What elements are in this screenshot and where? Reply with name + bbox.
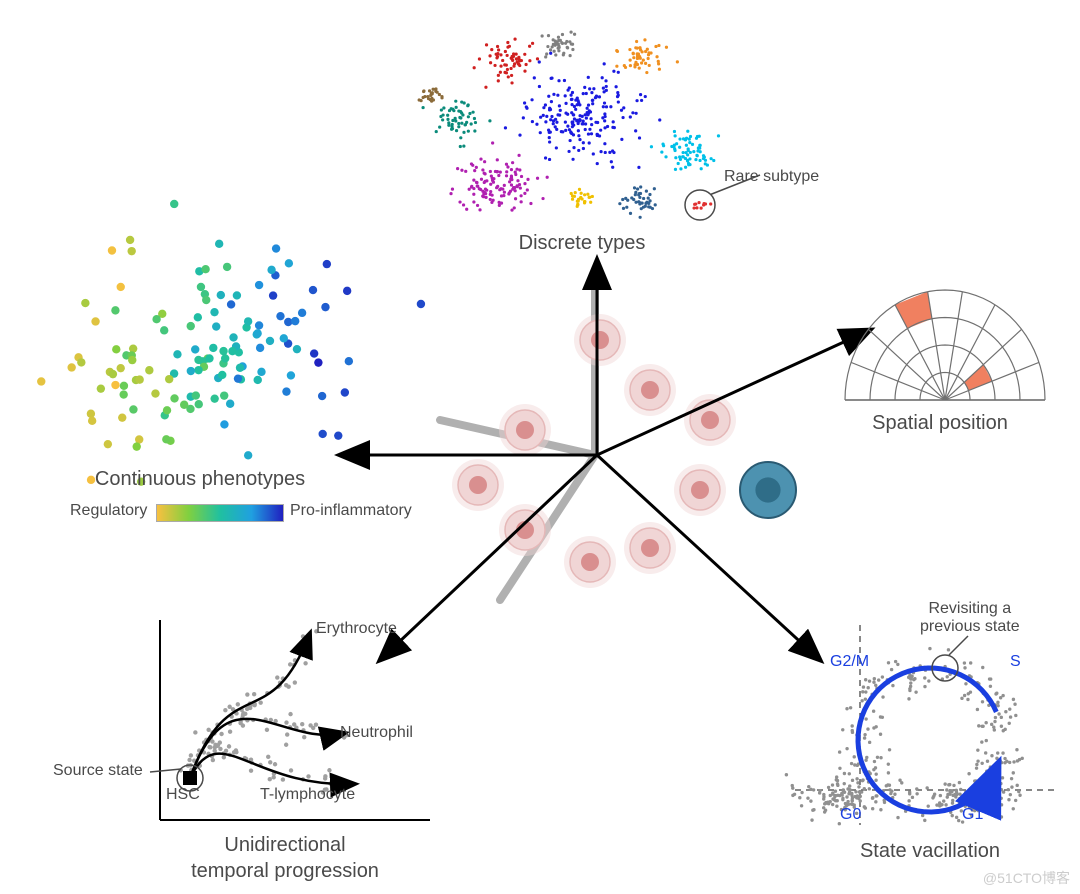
regulatory-label: Regulatory bbox=[70, 502, 147, 520]
spatial-position-label: Spatial position bbox=[850, 410, 1030, 436]
continuous-phenotypes-plot bbox=[37, 200, 425, 486]
center-diagram bbox=[0, 0, 1080, 894]
neutrophil-label: Neutrophil bbox=[340, 724, 413, 742]
source-state-label: Source state bbox=[53, 762, 143, 780]
erythrocyte-label: Erythrocyte bbox=[316, 620, 397, 638]
state-vacillation-label: State vacillation bbox=[830, 838, 1030, 864]
rare-subtype-label: Rare subtype bbox=[724, 168, 819, 186]
continuous-phenotypes-label: Continuous phenotypes bbox=[70, 466, 330, 492]
discrete-types-plot bbox=[418, 31, 721, 219]
g2m-label: G2/M bbox=[830, 653, 869, 671]
tlymphocyte-label: T-lymphocyte bbox=[260, 786, 355, 804]
discrete-types-label: Discrete types bbox=[482, 230, 682, 256]
watermark: @51CTO博客 bbox=[983, 868, 1070, 888]
revisiting-label: Revisiting a previous state bbox=[920, 600, 1020, 636]
s-label: S bbox=[1010, 653, 1021, 671]
spatial-position-plot bbox=[845, 290, 1045, 400]
g0-label: G0 bbox=[840, 806, 861, 824]
hsc-label: HSC bbox=[166, 786, 200, 804]
unidirectional-label: Unidirectional temporal progression bbox=[145, 832, 425, 884]
gradient-bar bbox=[156, 504, 284, 522]
proinflammatory-label: Pro-inflammatory bbox=[290, 502, 412, 520]
g1-label: G1 bbox=[962, 806, 983, 824]
